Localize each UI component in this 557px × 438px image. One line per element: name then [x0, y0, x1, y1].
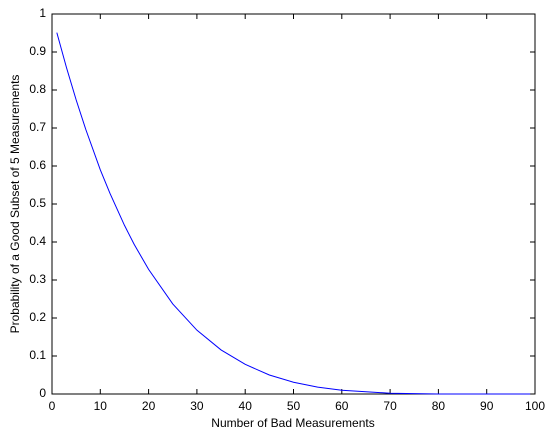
- y-tick-label: 0.2: [29, 310, 46, 324]
- x-tick-label: 50: [287, 399, 301, 413]
- y-tick-label: 0.3: [29, 272, 46, 286]
- x-tick-label: 80: [432, 399, 446, 413]
- x-tick-label: 30: [190, 399, 204, 413]
- x-tick-label: 10: [94, 399, 108, 413]
- x-tick-label: 20: [142, 399, 156, 413]
- y-tick-label: 0.1: [29, 348, 46, 362]
- y-tick-label: 0.6: [29, 158, 46, 172]
- y-tick-label: 0.7: [29, 120, 46, 134]
- y-tick-label: 0: [39, 386, 46, 400]
- x-tick-label: 100: [525, 399, 545, 413]
- x-tick-label: 0: [49, 399, 56, 413]
- y-tick-label: 0.4: [29, 234, 46, 248]
- x-tick-label: 90: [480, 399, 494, 413]
- x-tick-label: 40: [239, 399, 253, 413]
- x-axis-label: Number of Bad Measurements: [211, 416, 374, 430]
- y-tick-label: 0.8: [29, 82, 46, 96]
- plot-frame: [51, 13, 536, 395]
- data-line: [56, 32, 531, 395]
- x-tick-label: 60: [335, 399, 349, 413]
- y-tick-label: 0.5: [29, 196, 46, 210]
- y-axis-label: Probability of a Good Subset of 5 Measur…: [8, 75, 22, 334]
- y-tick-label: 0.9: [29, 44, 46, 58]
- x-tick-label: 70: [383, 399, 397, 413]
- y-tick-label: 1: [39, 6, 46, 20]
